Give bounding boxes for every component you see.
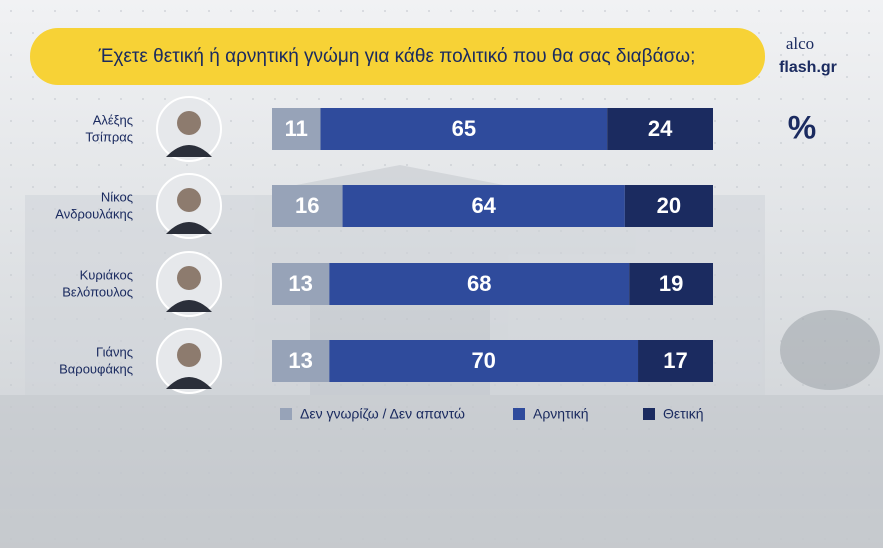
value-label: 19 [659,271,683,296]
value-label: 68 [467,271,491,296]
value-label: 64 [471,193,496,218]
legend-label: Αρνητική [533,406,589,422]
avatar-head [177,266,201,290]
avatar-body [166,377,212,389]
category-label: Γιάνης [96,344,133,359]
value-label: 13 [288,348,312,373]
category-label: Βαρουφάκης [59,361,133,376]
avatar-head [177,343,201,367]
legend-label: Θετική [663,406,704,422]
avatar-body [166,145,212,157]
category-label: Κυριάκος [80,267,133,282]
bar-segment [629,263,713,305]
category-label: Νίκος [101,189,133,204]
legend-swatch [643,408,655,420]
category-label: Αλέξης [93,112,133,127]
value-label: 65 [452,116,476,141]
category-label: Βελόπουλος [62,284,133,299]
avatar-head [177,188,201,212]
value-label: 24 [648,116,673,141]
brand-bottom: flash.gr [779,59,837,76]
brand-top: alco [786,34,814,53]
bar-segment [624,185,713,227]
bar-segment [272,108,321,150]
chart-title: Έχετε θετική ή αρνητική γνώμη για κάθε π… [98,46,696,67]
value-label: 11 [285,116,308,141]
value-label: 17 [663,348,687,373]
title-banner [30,28,765,85]
bar-segment [342,185,625,227]
legend-swatch [280,408,292,420]
avatar-body [166,222,212,234]
value-label: 13 [288,271,312,296]
bar-segment [329,340,639,382]
bar-segment [272,263,330,305]
value-label: 70 [471,348,495,373]
value-label: 16 [295,193,319,218]
bar-segment [638,340,713,382]
legend-label: Δεν γνωρίζω / Δεν απαντώ [300,406,465,422]
avatar-body [166,300,212,312]
unit-label: % [788,109,816,145]
avatar-head [177,111,201,135]
value-label: 20 [657,193,681,218]
bar-segment [607,108,713,150]
legend-swatch [513,408,525,420]
bar-segment [320,108,608,150]
bar-segment [272,185,343,227]
bar-segment [272,340,330,382]
category-label: Ανδρουλάκης [55,206,133,221]
category-label: Τσίπρας [85,129,133,144]
bar-segment [329,263,630,305]
